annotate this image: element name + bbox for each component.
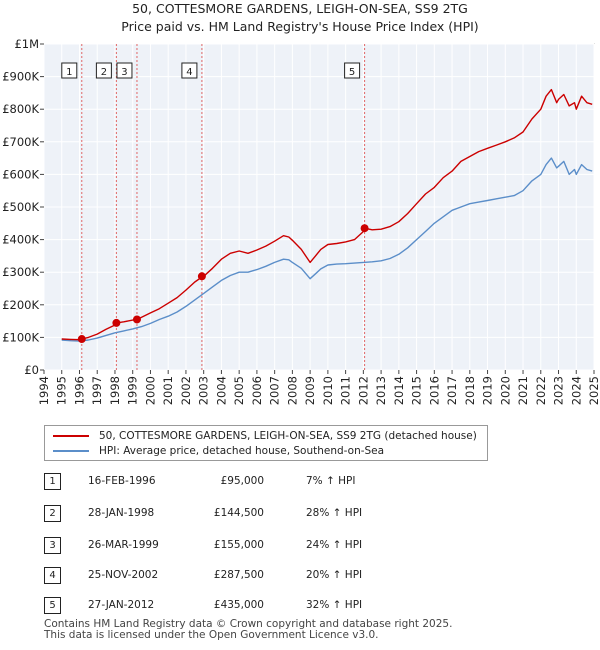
- x-tick-label: 2007: [268, 376, 282, 405]
- transaction-2-label-box: [95, 62, 112, 79]
- row-date: 27-JAN-2012: [88, 599, 155, 611]
- x-tick-label: 1998: [108, 376, 122, 405]
- y-tick-label: £800K: [2, 102, 39, 116]
- x-tick-label: 2010: [321, 376, 335, 405]
- row-hpi-change: 28% ↑ HPI: [306, 507, 363, 519]
- transaction-4-label-box: [181, 62, 198, 79]
- y-tick-label: £1M: [14, 37, 39, 51]
- x-tick-label: 2004: [214, 376, 228, 405]
- row-hpi-change: 24% ↑ HPI: [306, 539, 363, 551]
- x-tick-label: 2020: [498, 376, 512, 405]
- x-tick-label: 1997: [90, 376, 104, 405]
- row-number-badge: 3: [44, 537, 61, 554]
- x-tick-label: 1999: [126, 376, 140, 405]
- x-tick-label: 2019: [481, 376, 495, 405]
- price-chart: 50, COTTESMORE GARDENS, LEIGH-ON-SEA, SS…: [2, 1, 600, 405]
- footer-copyright: Contains HM Land Registry data © Crown c…: [44, 618, 453, 630]
- chart-subtitle: Price paid vs. HM Land Registry's House …: [121, 19, 478, 34]
- chart-title: 50, COTTESMORE GARDENS, LEIGH-ON-SEA, SS…: [132, 1, 468, 16]
- row-number-badge: 2: [44, 505, 61, 522]
- x-tick-label: 2016: [427, 376, 441, 405]
- row-price: £95,000: [220, 475, 264, 487]
- x-tick-label: 2025: [587, 376, 600, 405]
- y-tick-label: £300K: [2, 265, 39, 279]
- x-tick-label: 2005: [232, 376, 246, 405]
- property-price-line: [61, 88, 593, 341]
- x-tick-label: 2015: [410, 376, 424, 405]
- transaction-5-label-box: [344, 62, 361, 79]
- x-tick-label: 1996: [72, 376, 86, 405]
- y-tick-label: £900K: [2, 70, 39, 84]
- transaction-1-label: 1: [66, 67, 72, 78]
- x-tick-label: 2009: [303, 376, 317, 405]
- x-tick-label: 2024: [569, 376, 583, 405]
- legend-item-hpi: HPI: Average price, detached house, Sout…: [53, 444, 384, 458]
- x-tick-label: 2018: [463, 376, 477, 405]
- table-row: 5 27-JAN-2012 £435,000 32% ↑ HPI: [44, 597, 464, 615]
- legend-swatch-property: [53, 435, 89, 437]
- x-tick-label: 2022: [534, 376, 548, 405]
- sale-point-5: [360, 224, 369, 233]
- x-tick-label: 2011: [339, 376, 353, 405]
- x-tick-label: 2001: [161, 376, 175, 405]
- x-tick-label: 2014: [392, 376, 406, 405]
- x-tick-label: 1995: [55, 376, 69, 405]
- transaction-5-label: 5: [349, 67, 355, 78]
- row-number-badge: 4: [44, 567, 61, 584]
- y-tick-label: £600K: [2, 167, 39, 181]
- row-price: £435,000: [213, 599, 264, 611]
- y-tick-label: £100K: [2, 330, 39, 344]
- transaction-4-label: 4: [186, 67, 192, 78]
- row-date: 25-NOV-2002: [88, 569, 159, 581]
- x-tick-label: 2023: [552, 376, 566, 405]
- sale-point-2: [112, 318, 121, 327]
- x-tick-label: 2012: [356, 376, 370, 405]
- row-hpi-change: 7% ↑ HPI: [306, 475, 356, 487]
- table-row: 1 16-FEB-1996 £95,000 7% ↑ HPI: [44, 473, 464, 491]
- row-date: 28-JAN-1998: [88, 507, 155, 519]
- y-tick-label: £700K: [2, 135, 39, 149]
- table-row: 2 28-JAN-1998 £144,500 28% ↑ HPI: [44, 505, 464, 523]
- y-tick-label: £500K: [2, 200, 39, 214]
- row-hpi-change: 32% ↑ HPI: [306, 599, 363, 611]
- table-row: 4 25-NOV-2002 £287,500 20% ↑ HPI: [44, 567, 464, 585]
- footer: Contains HM Land Registry data © Crown c…: [44, 619, 452, 641]
- sale-point-4: [197, 272, 206, 281]
- sale-point-3: [132, 315, 141, 324]
- y-tick-label: £0: [24, 363, 39, 377]
- row-hpi-change: 20% ↑ HPI: [306, 569, 363, 581]
- row-price: £144,500: [213, 507, 264, 519]
- x-tick-label: 2013: [374, 376, 388, 405]
- row-price: £287,500: [213, 569, 264, 581]
- transaction-1-label-box: [61, 62, 78, 79]
- transaction-2-label: 2: [101, 67, 107, 78]
- legend-label-property: 50, COTTESMORE GARDENS, LEIGH-ON-SEA, SS…: [99, 430, 477, 442]
- legend-swatch-hpi: [53, 450, 89, 452]
- transaction-3-label: 3: [121, 67, 127, 78]
- row-date: 16-FEB-1996: [88, 475, 156, 487]
- x-tick-label: 1994: [37, 376, 51, 405]
- x-tick-label: 2021: [516, 376, 530, 405]
- hpi-line: [61, 157, 593, 342]
- legend-item-property: 50, COTTESMORE GARDENS, LEIGH-ON-SEA, SS…: [53, 429, 477, 443]
- sale-point-1: [77, 335, 86, 344]
- row-number-badge: 5: [44, 597, 61, 614]
- row-number-badge: 1: [44, 473, 61, 490]
- table-row: 3 26-MAR-1999 £155,000 24% ↑ HPI: [44, 537, 464, 555]
- transaction-3-label-box: [116, 62, 133, 79]
- x-tick-label: 2006: [250, 376, 264, 405]
- legend: 50, COTTESMORE GARDENS, LEIGH-ON-SEA, SS…: [44, 425, 488, 461]
- y-tick-label: £400K: [2, 233, 39, 247]
- x-tick-label: 2008: [285, 376, 299, 405]
- x-tick-label: 2002: [179, 376, 193, 405]
- x-tick-label: 2003: [197, 376, 211, 405]
- row-date: 26-MAR-1999: [88, 539, 159, 551]
- footer-licence: This data is licensed under the Open Gov…: [44, 629, 379, 641]
- x-tick-label: 2000: [143, 376, 157, 405]
- x-tick-label: 2017: [445, 376, 459, 405]
- legend-label-hpi: HPI: Average price, detached house, Sout…: [99, 445, 385, 457]
- y-tick-label: £200K: [2, 298, 39, 312]
- row-price: £155,000: [213, 539, 264, 551]
